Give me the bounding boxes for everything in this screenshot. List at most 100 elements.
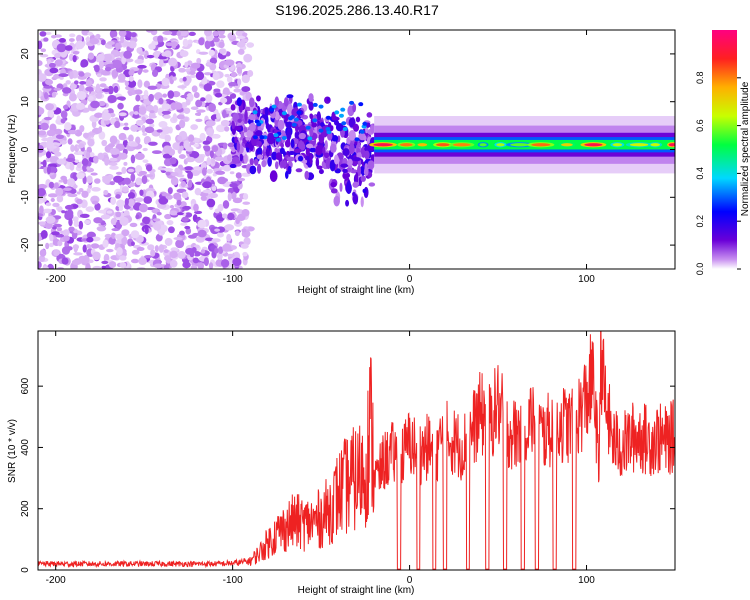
onset-blob [236, 140, 241, 153]
noise-blob [214, 228, 220, 232]
onset-peak [312, 102, 318, 107]
noise-blob [79, 125, 85, 133]
onset-blob [243, 154, 248, 164]
noise-blob [171, 172, 179, 177]
noise-blob [39, 54, 49, 58]
noise-blob [109, 135, 118, 145]
noise-blob [158, 120, 168, 128]
noise-blob [161, 193, 171, 197]
onset-blob [301, 159, 308, 164]
onset-blob [352, 181, 359, 188]
noise-blob [185, 156, 196, 163]
noise-blob [181, 191, 189, 199]
snr-ytick-label: 0 [20, 567, 31, 573]
noise-blob [182, 38, 189, 48]
noise-blob [78, 71, 85, 77]
noise-blob [100, 39, 106, 46]
noise-blob [152, 94, 161, 98]
onset-peak [291, 122, 297, 127]
noise-blob [177, 135, 183, 141]
onset-blob [249, 165, 257, 175]
noise-blob [117, 102, 124, 110]
noise-blob [145, 164, 153, 172]
onset-blob [331, 134, 339, 142]
noise-blob [49, 67, 59, 74]
onset-blob [325, 157, 332, 170]
noise-blob [60, 118, 66, 124]
noise-blob [66, 209, 74, 217]
onset-peak [273, 133, 279, 138]
noise-blob [146, 54, 155, 59]
noise-blob [172, 142, 182, 151]
tone-peak [479, 143, 487, 147]
noise-blob [139, 189, 144, 197]
noise-blob [47, 193, 58, 198]
onset-peak [275, 137, 281, 142]
noise-blob [107, 143, 115, 148]
noise-blob [50, 34, 57, 39]
onset-peak [334, 110, 340, 115]
noise-blob [102, 53, 113, 62]
onset-blob [255, 130, 263, 137]
noise-blob [134, 58, 144, 64]
noise-blob [90, 100, 100, 109]
onset-blob [333, 154, 339, 165]
onset-blob [309, 152, 313, 165]
noise-blob [45, 242, 50, 250]
onset-blob [348, 129, 356, 141]
noise-blob [53, 182, 59, 189]
onset-blob [360, 196, 364, 208]
noise-blob [73, 80, 79, 85]
noise-blob [72, 244, 80, 250]
noise-blob [121, 186, 129, 193]
noise-blob [56, 227, 63, 232]
noise-blob [203, 145, 211, 152]
noise-blob [46, 140, 54, 150]
onset-blob [290, 138, 295, 149]
noise-blob [64, 204, 75, 210]
noise-blob [189, 70, 196, 76]
noise-blob [116, 246, 123, 256]
noise-blob [169, 250, 178, 259]
snr-line [38, 331, 675, 570]
onset-blob [364, 163, 368, 171]
noise-blob [130, 154, 136, 164]
noise-blob [176, 31, 181, 37]
noise-blob [93, 217, 103, 224]
noise-blob [180, 222, 188, 226]
noise-blob [187, 171, 194, 180]
snr-ytick-label: 200 [20, 500, 31, 517]
onset-blob [367, 171, 373, 178]
noise-blob [172, 76, 177, 81]
noise-blob [54, 128, 63, 135]
noise-blob [174, 102, 183, 110]
noise-blob [56, 43, 67, 53]
onset-blob [333, 195, 340, 207]
noise-blob [245, 91, 252, 101]
noise-blob [45, 31, 52, 36]
noise-blob [162, 93, 168, 98]
noise-blob [85, 206, 95, 213]
noise-blob [53, 87, 62, 91]
noise-blob [142, 69, 149, 73]
noise-blob [164, 213, 172, 220]
noise-blob [166, 258, 171, 264]
noise-blob [236, 41, 246, 48]
noise-blob [135, 214, 140, 220]
onset-blob [297, 139, 306, 151]
noise-blob [167, 226, 175, 234]
noise-blob [109, 181, 116, 186]
tone-peak [650, 143, 661, 147]
noise-blob [218, 48, 226, 55]
noise-blob [224, 59, 235, 66]
noise-blob [133, 111, 139, 115]
noise-blob [98, 209, 108, 214]
tone-peak [400, 143, 413, 147]
noise-blob [142, 159, 149, 164]
noise-blob [92, 265, 102, 269]
onset-blob [231, 147, 236, 153]
spectrogram-ytick-label: -10 [20, 190, 31, 205]
noise-blob [123, 210, 130, 217]
noise-blob [170, 41, 178, 47]
noise-blob [45, 79, 54, 86]
